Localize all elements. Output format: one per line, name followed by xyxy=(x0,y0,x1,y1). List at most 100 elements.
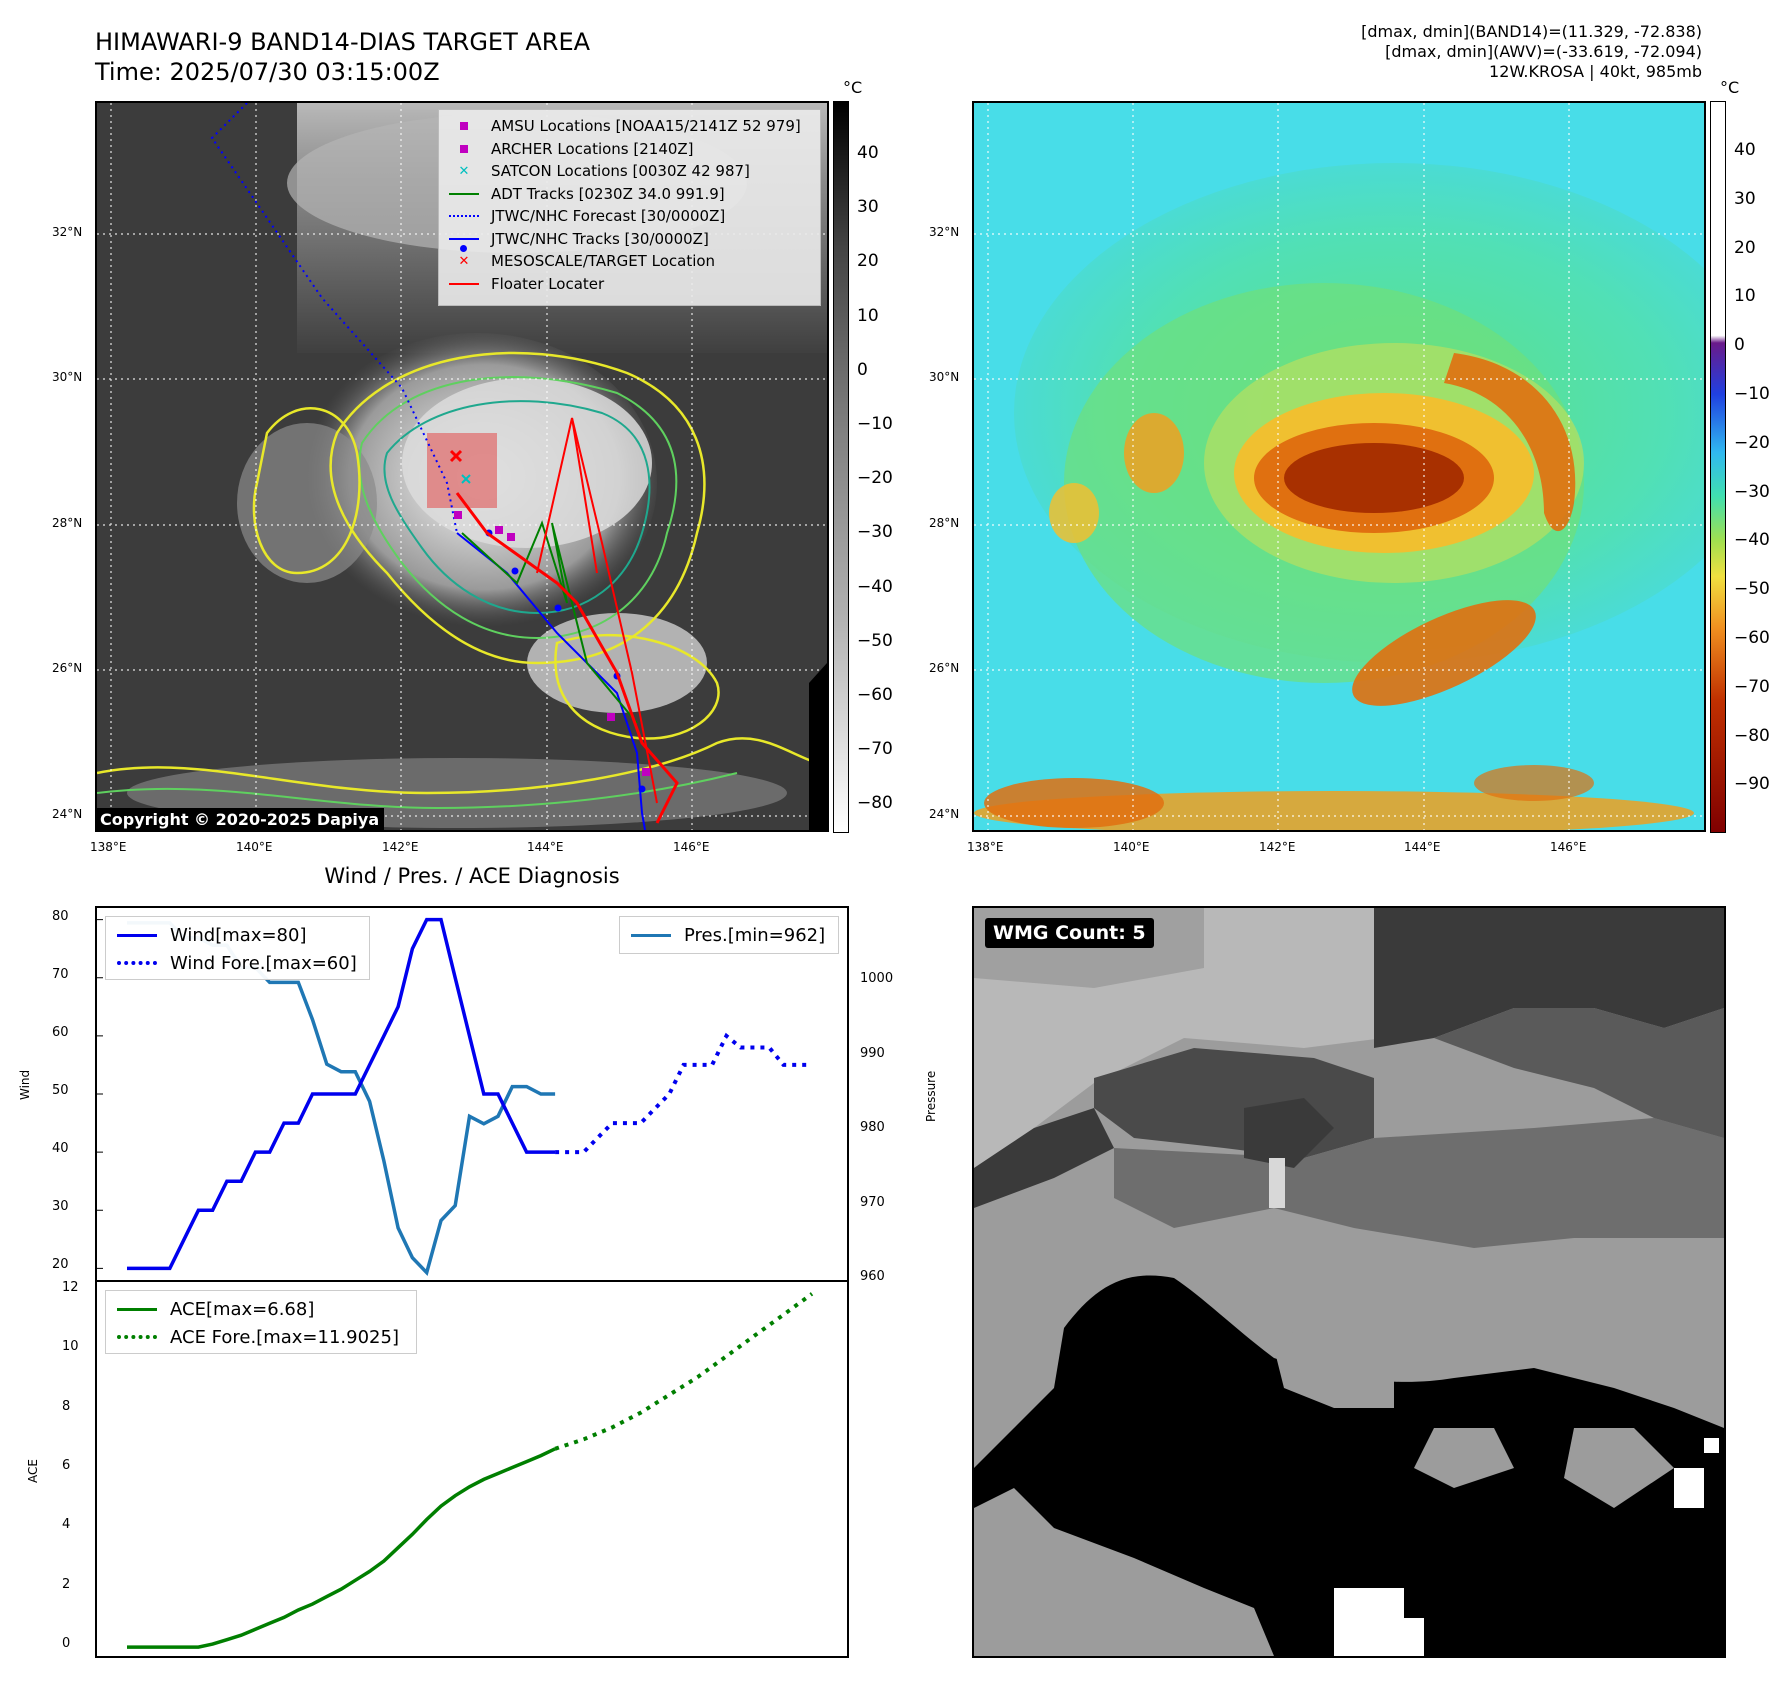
ace-axis-tick: 12 xyxy=(62,1279,79,1295)
colorbar-right-tick: 40 xyxy=(1734,140,1756,160)
info-line-1: [dmax, dmin](BAND14)=(11.329, -72.838) xyxy=(1361,22,1702,41)
lat-label: 24°N xyxy=(929,807,960,821)
ace-axis-tick: 0 xyxy=(62,1636,71,1652)
title-line-1: HIMAWARI-9 BAND14-DIAS TARGET AREA xyxy=(95,28,591,56)
colorbar-left-tick: −50 xyxy=(857,630,893,651)
wmg-panel xyxy=(972,906,1726,1658)
colorbar-right-tick: 0 xyxy=(1734,335,1745,356)
legend-item-wind: Wind[max=80] xyxy=(114,921,361,949)
colorbar-left-tick: 40 xyxy=(857,143,879,163)
lat-label: 28°N xyxy=(52,516,83,530)
wmg-image xyxy=(974,908,1724,1656)
colorbar-right-tick: −40 xyxy=(1734,530,1770,551)
ace-series-line xyxy=(127,1447,556,1649)
colorbar-right-tick: 10 xyxy=(1734,286,1756,307)
lat-label: 28°N xyxy=(929,516,960,530)
line-icon xyxy=(114,933,160,937)
wind-axis-tick: 30 xyxy=(52,1199,69,1215)
colorbar-left-tick: 20 xyxy=(857,251,879,272)
pressure-axis-tick: 980 xyxy=(860,1120,885,1136)
square-marker-icon xyxy=(447,144,481,153)
colorbar-right-tick: −50 xyxy=(1734,579,1770,600)
ace-chart: ACE[max=6.68] ACE Fore.[max=11.9025] xyxy=(95,1280,849,1658)
colorbar-right-unit: °C xyxy=(1720,78,1740,97)
lat-label: 26°N xyxy=(52,661,83,675)
square-marker-icon xyxy=(447,122,481,131)
lon-label: 138°E xyxy=(90,840,127,854)
lon-label: 144°E xyxy=(527,840,564,854)
colorbar-right-tick: −90 xyxy=(1734,774,1770,795)
ir-map-panel: AMSU Locations [NOAA15/2141Z 52 979] ARC… xyxy=(95,101,829,832)
legend-item-mesoscale: ✕ MESOSCALE/TARGET Location xyxy=(447,250,812,273)
awv-map-image xyxy=(974,103,1704,830)
info-line-2: [dmax, dmin](AWV)=(-33.619, -72.094) xyxy=(1385,42,1702,61)
colorbar-right-tick: −70 xyxy=(1734,676,1770,697)
legend-item-adt: ADT Tracks [0230Z 34.0 991.9] xyxy=(447,183,812,206)
colorbar-left-tick: −80 xyxy=(857,793,893,814)
lon-label: 142°E xyxy=(1259,840,1296,854)
wind-pressure-chart: Wind[max=80] Wind Fore.[max=60] Pres.[mi… xyxy=(95,906,849,1282)
lon-label: 146°E xyxy=(1550,840,1587,854)
lat-label: 30°N xyxy=(929,370,960,384)
ace-axis-label: ACE xyxy=(26,1459,40,1483)
legend-item-floater: Floater Locater xyxy=(447,273,812,296)
pressure-axis-tick: 990 xyxy=(860,1045,885,1061)
line-dot-icon xyxy=(447,237,481,252)
legend-item-amsu: AMSU Locations [NOAA15/2141Z 52 979] xyxy=(447,115,812,138)
pressure-legend: Pres.[min=962] xyxy=(619,916,839,954)
legend-item-ace-fore: ACE Fore.[max=11.9025] xyxy=(114,1323,408,1351)
legend-item-jtwc-forecast: JTWC/NHC Forecast [30/0000Z] xyxy=(447,205,812,228)
colorbar-right-tick: −80 xyxy=(1734,725,1770,746)
legend-item-wind-fore: Wind Fore.[max=60] xyxy=(114,949,361,977)
line-icon xyxy=(447,282,481,285)
lon-label: 142°E xyxy=(382,840,419,854)
dotted-line-icon xyxy=(447,215,481,218)
lon-label: 138°E xyxy=(967,840,1004,854)
ace-axis-tick: 2 xyxy=(62,1576,71,1592)
info-line-3: 12W.KROSA | 40kt, 985mb xyxy=(1489,62,1702,81)
lat-label: 30°N xyxy=(52,370,83,384)
line-icon xyxy=(114,1307,160,1311)
colorbar-left-tick: 30 xyxy=(857,197,879,218)
wind-legend: Wind[max=80] Wind Fore.[max=60] xyxy=(105,916,370,980)
wmg-count-badge: WMG Count: 5 xyxy=(985,918,1154,948)
lon-label: 140°E xyxy=(1113,840,1150,854)
dotted-line-icon xyxy=(114,1335,160,1339)
colorbar-left-tick: −20 xyxy=(857,468,893,489)
lon-label: 144°E xyxy=(1404,840,1441,854)
colorbar-left-tick: −70 xyxy=(857,739,893,760)
colorbar-right-tick: −10 xyxy=(1734,384,1770,404)
lon-label: 146°E xyxy=(673,840,710,854)
awv-map-panel xyxy=(972,101,1706,832)
lat-label: 32°N xyxy=(52,225,83,239)
copyright-label: Copyright © 2020-2025 Dapiya xyxy=(95,808,385,831)
title-line-2: Time: 2025/07/30 03:15:00Z xyxy=(95,58,440,86)
figure-title: HIMAWARI-9 BAND14-DIAS TARGET AREA Time:… xyxy=(95,27,590,87)
lat-label: 24°N xyxy=(52,807,83,821)
legend-item-archer: ARCHER Locations [2140Z] xyxy=(447,138,812,161)
wind-axis-tick: 20 xyxy=(52,1257,69,1273)
legend-item-pressure: Pres.[min=962] xyxy=(628,921,830,949)
lat-label: 26°N xyxy=(929,661,960,675)
wind-axis-tick: 40 xyxy=(52,1141,69,1157)
colorbar-left-tick: −60 xyxy=(857,685,893,705)
ace-axis-tick: 8 xyxy=(62,1398,71,1414)
ace-axis-tick: 6 xyxy=(62,1458,71,1473)
ace-forecast-series-line xyxy=(554,1292,814,1451)
legend-item-ace: ACE[max=6.68] xyxy=(114,1295,408,1323)
legend-item-satcon: ✕ SATCON Locations [0030Z 42 987] xyxy=(447,160,812,183)
pressure-axis-label: Pressure xyxy=(924,1070,938,1122)
ace-legend: ACE[max=6.68] ACE Fore.[max=11.9025] xyxy=(105,1290,417,1354)
colorbar-right-tick: −30 xyxy=(1734,481,1770,502)
colorbar-left xyxy=(833,101,849,833)
pressure-axis-tick: 960 xyxy=(860,1269,885,1284)
ace-axis-tick: 4 xyxy=(62,1517,71,1533)
wind-axis-tick: 60 xyxy=(52,1024,69,1040)
wind-axis-tick: 70 xyxy=(52,966,69,982)
lon-label: 140°E xyxy=(236,840,273,854)
colorbar-left-unit: °C xyxy=(843,78,863,97)
colorbar-right-tick: 20 xyxy=(1734,237,1756,258)
lat-label: 32°N xyxy=(929,225,960,239)
x-marker-icon: ✕ xyxy=(458,163,470,179)
colorbar-left-tick: −10 xyxy=(857,414,893,434)
